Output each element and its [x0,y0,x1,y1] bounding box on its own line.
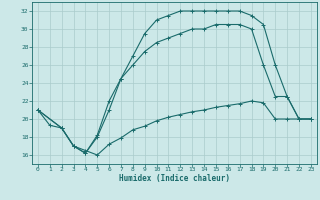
X-axis label: Humidex (Indice chaleur): Humidex (Indice chaleur) [119,174,230,183]
